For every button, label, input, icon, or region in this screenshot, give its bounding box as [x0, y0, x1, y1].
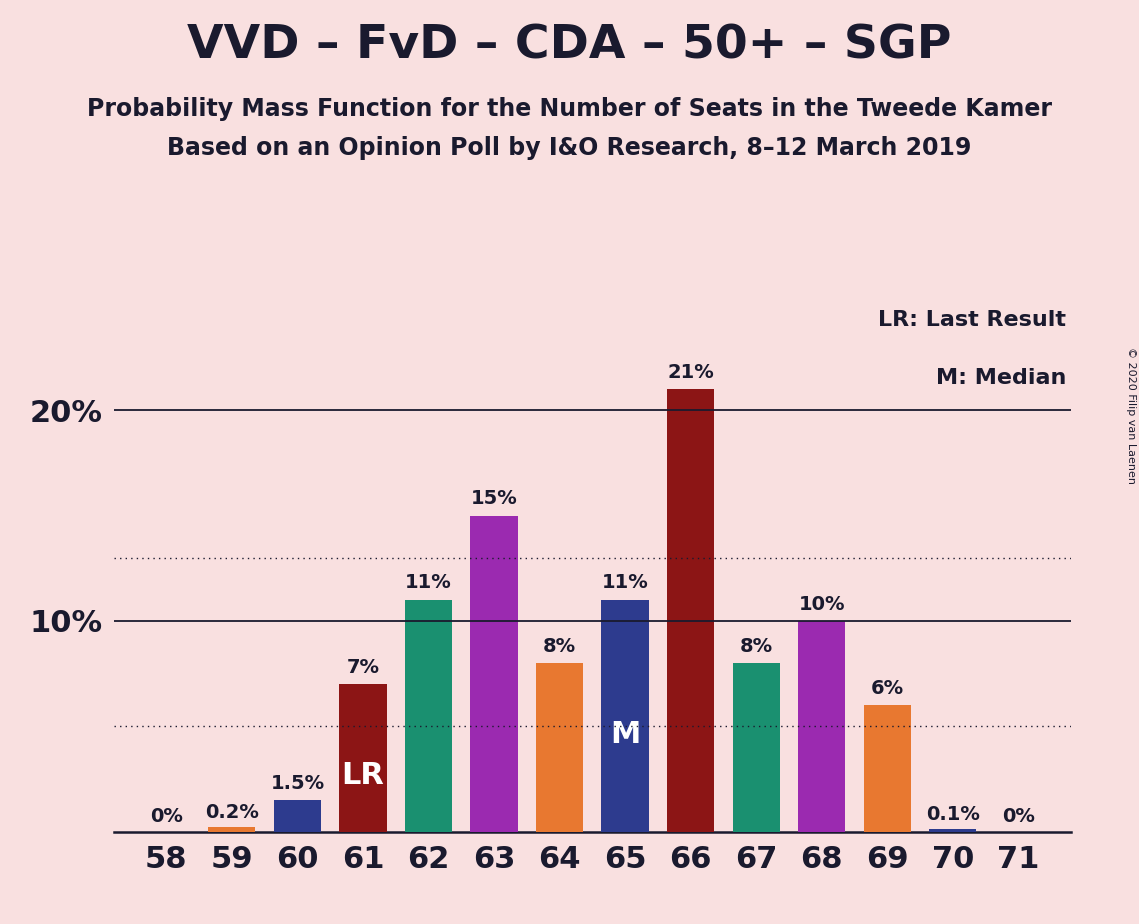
Text: 0%: 0% — [150, 808, 182, 826]
Bar — [863, 705, 911, 832]
Text: © 2020 Filip van Laenen: © 2020 Filip van Laenen — [1126, 347, 1136, 484]
Text: 0.2%: 0.2% — [205, 803, 259, 822]
Bar — [929, 830, 976, 832]
Text: 6%: 6% — [870, 679, 903, 698]
Bar — [404, 600, 452, 832]
Text: 21%: 21% — [667, 363, 714, 382]
Text: 11%: 11% — [405, 574, 452, 592]
Text: Probability Mass Function for the Number of Seats in the Tweede Kamer: Probability Mass Function for the Number… — [87, 97, 1052, 121]
Text: 15%: 15% — [470, 489, 517, 508]
Text: 11%: 11% — [601, 574, 648, 592]
Bar — [339, 684, 386, 832]
Text: VVD – FvD – CDA – 50+ – SGP: VVD – FvD – CDA – 50+ – SGP — [187, 23, 952, 68]
Text: 10%: 10% — [798, 594, 845, 614]
Bar — [208, 827, 255, 832]
Text: M: Median: M: Median — [935, 368, 1066, 388]
Text: 8%: 8% — [739, 637, 772, 656]
Bar — [470, 516, 517, 832]
Text: Based on an Opinion Poll by I&O Research, 8–12 March 2019: Based on an Opinion Poll by I&O Research… — [167, 136, 972, 160]
Text: LR: LR — [342, 761, 384, 790]
Text: 8%: 8% — [543, 637, 576, 656]
Bar — [536, 663, 583, 832]
Bar — [798, 621, 845, 832]
Bar — [732, 663, 780, 832]
Text: 0%: 0% — [1002, 808, 1034, 826]
Text: M: M — [609, 720, 640, 748]
Text: 7%: 7% — [346, 658, 379, 676]
Text: 0.1%: 0.1% — [926, 805, 980, 824]
Bar — [667, 389, 714, 832]
Text: LR: Last Result: LR: Last Result — [878, 310, 1066, 330]
Bar — [273, 800, 321, 832]
Text: 1.5%: 1.5% — [270, 773, 325, 793]
Bar — [601, 600, 648, 832]
